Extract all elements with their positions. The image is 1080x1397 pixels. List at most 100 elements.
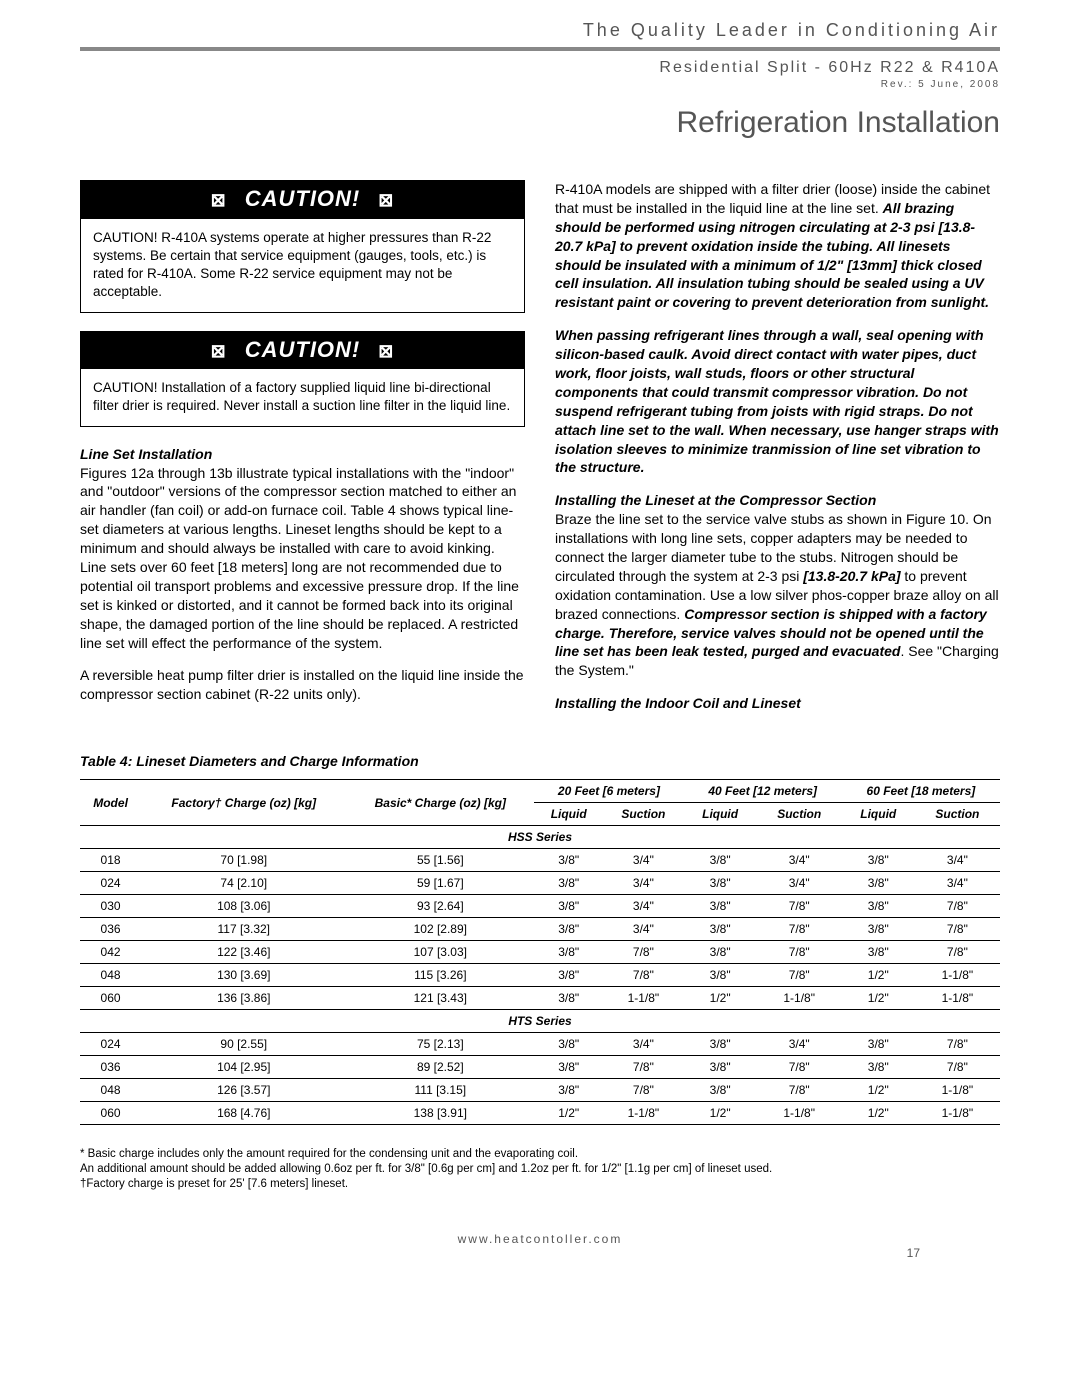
table-cell: 7/8" bbox=[757, 1056, 842, 1079]
header-rev: Rev.: 5 June, 2008 bbox=[80, 79, 1000, 90]
table-cell: 3/8" bbox=[534, 849, 603, 872]
table-cell: 104 [2.95] bbox=[141, 1056, 346, 1079]
caution-bar-1: ⊠CAUTION!⊠ bbox=[80, 180, 525, 218]
table-row: 02490 [2.55]75 [2.13]3/8"3/4"3/8"3/4"3/8… bbox=[80, 1033, 1000, 1056]
th-20: 20 Feet [6 meters] bbox=[534, 780, 683, 803]
table-cell: 3/4" bbox=[603, 872, 683, 895]
table-cell: 136 [3.86] bbox=[141, 987, 346, 1010]
table-cell: 7/8" bbox=[757, 1079, 842, 1102]
table-cell: 107 [3.03] bbox=[346, 941, 534, 964]
table-cell: 108 [3.06] bbox=[141, 895, 346, 918]
table-cell: 122 [3.46] bbox=[141, 941, 346, 964]
table-cell: 7/8" bbox=[915, 918, 1000, 941]
left-p2: A reversible heat pump filter drier is i… bbox=[80, 666, 525, 704]
table-cell: 3/4" bbox=[603, 1033, 683, 1056]
caution-box-2: CAUTION! Installation of a factory suppl… bbox=[80, 368, 525, 426]
th-suction: Suction bbox=[603, 803, 683, 826]
table-cell: 030 bbox=[80, 895, 141, 918]
table-cell: 3/8" bbox=[684, 849, 757, 872]
table-cell: 3/8" bbox=[534, 1079, 603, 1102]
table-cell: 3/8" bbox=[534, 895, 603, 918]
table-cell: 024 bbox=[80, 1033, 141, 1056]
table-cell: 7/8" bbox=[757, 895, 842, 918]
table-cell: 3/4" bbox=[603, 918, 683, 941]
table-cell: 117 [3.32] bbox=[141, 918, 346, 941]
table-cell: 7/8" bbox=[603, 1079, 683, 1102]
caution-label-2: CAUTION! bbox=[245, 337, 361, 362]
table-title: Table 4: Lineset Diameters and Charge In… bbox=[80, 753, 1000, 769]
table-cell: 3/8" bbox=[534, 872, 603, 895]
table-cell: 3/4" bbox=[915, 849, 1000, 872]
table-cell: 3/8" bbox=[684, 941, 757, 964]
table-cell: 1/2" bbox=[842, 987, 915, 1010]
table-cell: 111 [3.15] bbox=[346, 1079, 534, 1102]
table-row: 01870 [1.98]55 [1.56]3/8"3/4"3/8"3/4"3/8… bbox=[80, 849, 1000, 872]
note-2: An additional amount should be added all… bbox=[80, 1162, 1000, 1177]
th-liquid: Liquid bbox=[842, 803, 915, 826]
page-title: Refrigeration Installation bbox=[80, 106, 1000, 140]
table-cell: 1-1/8" bbox=[915, 1102, 1000, 1125]
table-cell: 3/8" bbox=[534, 987, 603, 1010]
indoor-head: Installing the Indoor Coil and Lineset bbox=[555, 695, 801, 711]
th-liquid: Liquid bbox=[534, 803, 603, 826]
th-factory: Factory† Charge (oz) [kg] bbox=[141, 780, 346, 826]
caution-bar-2: ⊠CAUTION!⊠ bbox=[80, 331, 525, 369]
table-cell: 3/4" bbox=[915, 872, 1000, 895]
table-cell: 7/8" bbox=[757, 964, 842, 987]
table-cell: 018 bbox=[80, 849, 141, 872]
table-cell: 102 [2.89] bbox=[346, 918, 534, 941]
table-cell: 126 [3.57] bbox=[141, 1079, 346, 1102]
table-cell: 3/4" bbox=[757, 849, 842, 872]
lineset-table: Model Factory† Charge (oz) [kg] Basic* C… bbox=[80, 779, 1000, 1125]
table-cell: 3/4" bbox=[757, 872, 842, 895]
table-cell: 3/4" bbox=[603, 849, 683, 872]
table-cell: 7/8" bbox=[757, 918, 842, 941]
table-cell: 1-1/8" bbox=[915, 964, 1000, 987]
table-cell: 042 bbox=[80, 941, 141, 964]
table-cell: 3/8" bbox=[534, 964, 603, 987]
box-x-icon: ⊠ bbox=[211, 190, 227, 210]
table-cell: 3/8" bbox=[842, 941, 915, 964]
table-cell: 3/8" bbox=[684, 872, 757, 895]
table-cell: 168 [4.76] bbox=[141, 1102, 346, 1125]
table-cell: 3/8" bbox=[842, 1056, 915, 1079]
table-cell: 1-1/8" bbox=[603, 987, 683, 1010]
page-number: 17 bbox=[907, 1246, 920, 1260]
header-subhead: Residential Split - 60Hz R22 & R410A bbox=[80, 59, 1000, 77]
table-cell: 024 bbox=[80, 872, 141, 895]
table-notes: * Basic charge includes only the amount … bbox=[80, 1147, 1000, 1192]
table-group-head: HSS Series bbox=[80, 826, 1000, 849]
table-cell: 3/8" bbox=[684, 964, 757, 987]
right-p1b: All brazing should be performed using ni… bbox=[555, 200, 989, 310]
right-p2: When passing refrigerant lines through a… bbox=[555, 327, 999, 475]
table-cell: 7/8" bbox=[603, 941, 683, 964]
note-3: †Factory charge is preset for 25' [7.6 m… bbox=[80, 1177, 1000, 1192]
table-cell: 048 bbox=[80, 964, 141, 987]
table-cell: 90 [2.55] bbox=[141, 1033, 346, 1056]
table-row: 048130 [3.69]115 [3.26]3/8"7/8"3/8"7/8"1… bbox=[80, 964, 1000, 987]
table-row: 060136 [3.86]121 [3.43]3/8"1-1/8"1/2"1-1… bbox=[80, 987, 1000, 1010]
comp-head: Installing the Lineset at the Compressor… bbox=[555, 492, 876, 508]
line-set-head: Line Set Installation bbox=[80, 446, 212, 462]
th-60: 60 Feet [18 meters] bbox=[842, 780, 1000, 803]
table-cell: 3/8" bbox=[842, 918, 915, 941]
table-cell: 060 bbox=[80, 1102, 141, 1125]
th-liquid: Liquid bbox=[684, 803, 757, 826]
table-cell: 121 [3.43] bbox=[346, 987, 534, 1010]
table-cell: 3/8" bbox=[534, 1056, 603, 1079]
table-cell: 1-1/8" bbox=[915, 1079, 1000, 1102]
table-group-head: HTS Series bbox=[80, 1010, 1000, 1033]
box-x-icon: ⊠ bbox=[378, 341, 394, 361]
table-cell: 55 [1.56] bbox=[346, 849, 534, 872]
table-cell: 7/8" bbox=[915, 1056, 1000, 1079]
table-cell: 036 bbox=[80, 1056, 141, 1079]
box-x-icon: ⊠ bbox=[378, 190, 394, 210]
table-cell: 7/8" bbox=[915, 1033, 1000, 1056]
table-cell: 060 bbox=[80, 987, 141, 1010]
table-cell: 93 [2.64] bbox=[346, 895, 534, 918]
table-cell: 130 [3.69] bbox=[141, 964, 346, 987]
table-cell: 3/8" bbox=[684, 1079, 757, 1102]
left-p1: Figures 12a through 13b illustrate typic… bbox=[80, 465, 519, 651]
table-row: 036104 [2.95]89 [2.52]3/8"7/8"3/8"7/8"3/… bbox=[80, 1056, 1000, 1079]
table-cell: 1-1/8" bbox=[757, 987, 842, 1010]
